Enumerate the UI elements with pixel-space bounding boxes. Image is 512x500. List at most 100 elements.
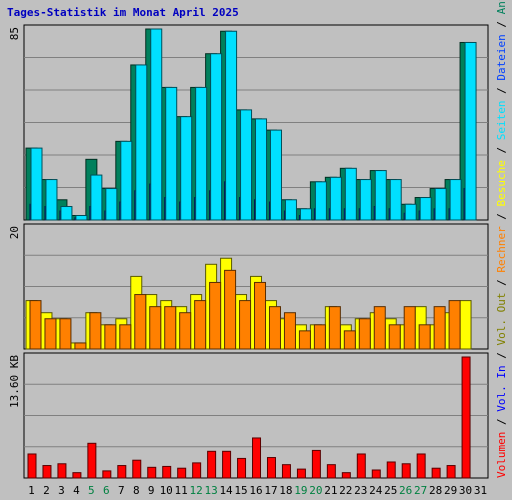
- x-tick-label-day-28: 28: [429, 484, 442, 497]
- bar-rechner-day-15: [239, 300, 252, 350]
- bar-rechner-day-3: [59, 318, 72, 350]
- bar-seiten-day-5: [90, 174, 103, 221]
- bar-seiten-day-28: [434, 188, 447, 221]
- bar-seiten-day-10: [165, 86, 178, 221]
- x-tick-label-day-27: 27: [414, 484, 427, 497]
- panel-middle: 20: [8, 223, 489, 350]
- bar-seiten-day-27: [419, 197, 432, 221]
- bar-rechner-day-8: [134, 294, 147, 350]
- bar-volumen-day-15: [237, 457, 247, 479]
- bar-seiten-day-13: [210, 53, 223, 221]
- bar-volumen-day-4: [72, 472, 82, 479]
- x-tick-label-day-7: 7: [118, 484, 125, 497]
- x-tick-label-day-13: 13: [204, 484, 217, 497]
- bar-rechner-day-6: [104, 324, 117, 350]
- bar-volumen-day-6: [102, 470, 112, 479]
- bar-volumen-day-8: [132, 459, 142, 479]
- bar-besuche-day-30: [459, 300, 472, 350]
- x-tick-label-day-5: 5: [88, 484, 95, 497]
- x-tick-label-day-20: 20: [309, 484, 322, 497]
- bar-rechner-day-18: [283, 312, 296, 350]
- legend-item-seiten: Seiten: [495, 100, 508, 140]
- legend-separator: /: [495, 81, 508, 101]
- x-tick-label-day-21: 21: [324, 484, 337, 497]
- legend-separator: /: [495, 140, 508, 160]
- legend-separator: /: [495, 346, 508, 366]
- x-tick-label-day-11: 11: [175, 484, 188, 497]
- bar-volumen-day-16: [252, 437, 262, 479]
- bar-volumen-day-5: [87, 442, 97, 479]
- bar-volumen-day-17: [266, 457, 276, 479]
- bar-seiten-day-3: [60, 206, 73, 221]
- x-tick-label-day-18: 18: [279, 484, 292, 497]
- bar-seiten-day-18: [284, 199, 297, 221]
- bar-volumen-day-12: [192, 462, 202, 479]
- x-tick-label-day-14: 14: [219, 484, 233, 497]
- bar-rechner-day-28: [433, 306, 446, 350]
- y-max-label: 20: [8, 226, 21, 239]
- bar-rechner-day-2: [44, 318, 57, 350]
- legend-item-dateien: Dateien: [495, 34, 508, 80]
- bar-volumen-day-22: [341, 472, 351, 479]
- bar-seiten-day-14: [225, 30, 238, 221]
- bar-volumen-day-23: [356, 453, 366, 479]
- x-tick-label-day-2: 2: [43, 484, 50, 497]
- bar-seiten-day-16: [255, 118, 268, 221]
- bar-volumen-day-9: [147, 466, 157, 479]
- bar-rechner-day-16: [254, 281, 267, 350]
- bar-seiten-day-26: [404, 203, 417, 221]
- bar-volumen-day-26: [401, 463, 411, 479]
- bar-volumen-day-11: [177, 467, 187, 479]
- x-tick-label-day-1: 1: [28, 484, 35, 497]
- legend-item-anfragen: Anfragen: [495, 0, 508, 14]
- x-tick-label-day-3: 3: [58, 484, 65, 497]
- bar-seiten-day-2: [45, 179, 58, 221]
- bar-seiten-day-8: [135, 64, 148, 221]
- bar-seiten-day-29: [449, 179, 462, 221]
- legend-vertical-text: Volumen / Vol. In / Vol. Out / Rechner /…: [495, 0, 508, 478]
- bar-seiten-day-21: [329, 176, 342, 221]
- bar-rechner-day-19: [298, 330, 311, 350]
- bar-seiten-day-9: [150, 28, 163, 221]
- x-tick-label-day-17: 17: [264, 484, 277, 497]
- bar-seiten-day-15: [240, 109, 253, 221]
- bar-volumen-day-19: [296, 468, 306, 479]
- x-tick-label-day-10: 10: [160, 484, 173, 497]
- bar-rechner-day-13: [209, 281, 222, 350]
- x-tick-label-day-24: 24: [369, 484, 383, 497]
- bar-volumen-day-14: [222, 450, 232, 479]
- legend-item-volumen: Volumen: [495, 432, 508, 478]
- y-max-label: 85: [8, 27, 21, 40]
- bar-rechner-day-22: [343, 330, 356, 350]
- panel-top: 85: [8, 24, 489, 221]
- bar-rechner-day-23: [358, 318, 371, 350]
- bar-seiten-day-4: [75, 215, 88, 221]
- bar-rechner-day-14: [224, 269, 237, 350]
- bar-seiten-day-19: [299, 208, 312, 221]
- bar-rechner-day-4: [74, 342, 87, 350]
- x-tick-label-day-8: 8: [133, 484, 140, 497]
- bar-rechner-day-1: [29, 300, 42, 350]
- bar-seiten-day-30: [464, 41, 477, 221]
- x-tick-label-day-30: 30: [459, 484, 472, 497]
- bar-rechner-day-29: [448, 300, 461, 350]
- legend-item-volin: Vol. In: [495, 365, 508, 411]
- x-tick-label-day-16: 16: [249, 484, 262, 497]
- x-tick-label-day-15: 15: [234, 484, 247, 497]
- bar-seiten-day-24: [374, 170, 387, 221]
- bar-volumen-day-25: [386, 461, 396, 479]
- bar-volumen-day-13: [207, 450, 217, 479]
- bar-rechner-day-26: [403, 306, 416, 350]
- bar-volumen-day-18: [281, 464, 291, 479]
- legend-item-volout: Vol. Out: [495, 293, 508, 346]
- bar-volumen-day-28: [431, 467, 441, 479]
- x-tick-label-day-31: 31: [474, 484, 487, 497]
- bar-volumen-day-2: [42, 465, 52, 479]
- bar-volumen-day-21: [326, 464, 336, 479]
- legend-item-rechner: Rechner: [495, 226, 508, 273]
- legend-separator: /: [495, 206, 508, 226]
- bar-seiten-day-7: [120, 140, 133, 221]
- x-tick-label-day-6: 6: [103, 484, 110, 497]
- legend-item-besuche: Besuche: [495, 160, 508, 206]
